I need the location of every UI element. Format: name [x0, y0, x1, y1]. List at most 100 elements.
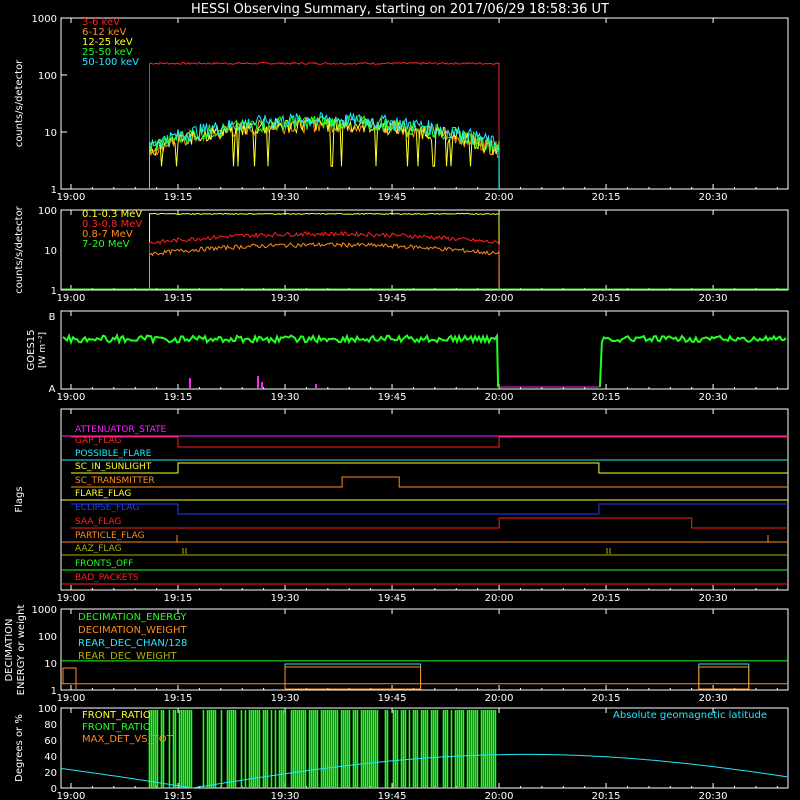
y-tick-label-4-2: 100	[38, 632, 57, 643]
flag-label-9: AAZ_FLAG	[75, 544, 122, 554]
flag-label-2: POSSIBLE_FLARE	[75, 449, 152, 459]
x-tick-label-0-5: 20:15	[592, 192, 621, 203]
flag-line-6	[71, 503, 788, 515]
series-line-1-1	[149, 230, 500, 291]
y-tick-label-0-3: 1000	[32, 14, 57, 25]
y-axis-label-4a: DECIMATION	[4, 618, 15, 681]
y-tick-label-1-1: 10	[44, 246, 57, 257]
x-tick-label-4-4: 20:00	[485, 693, 514, 704]
x-tick-label-2-5: 20:15	[592, 392, 621, 403]
rear-weight-box-1	[698, 666, 750, 690]
x-tick-label-2-1: 19:15	[164, 392, 193, 403]
x-tick-label-5-3: 19:45	[378, 791, 407, 800]
x-tick-label-0-2: 19:30	[271, 192, 300, 203]
x-tick-label-2-6: 20:30	[699, 392, 728, 403]
x-tick-label-4-2: 19:30	[271, 693, 300, 704]
legend-item-0-1: 6-12 keV	[82, 27, 126, 38]
x-tick-label-4-3: 19:45	[378, 693, 407, 704]
x-tick-label-3-4: 20:00	[485, 593, 514, 604]
rear-dec-box-1	[698, 663, 750, 690]
legend-item-1-3: 7-20 MeV	[82, 239, 130, 250]
flag-line-7	[71, 517, 788, 529]
flag-line-4	[71, 476, 788, 488]
y-tick-label-5-3: 60	[44, 736, 57, 747]
flag-label-7: SAA_FLAG	[75, 517, 121, 527]
y-tick-label-5-0: 0	[51, 784, 57, 795]
series-line-4	[149, 111, 500, 190]
x-tick-label-2-2: 19:30	[271, 392, 300, 403]
y-tick-label-0-0: 1	[51, 185, 57, 196]
x-tick-label-4-0: 19:00	[57, 693, 86, 704]
legend-item-1-0: 0.1-0.3 MeV	[82, 209, 142, 220]
y-tick-label-4-1: 10	[44, 659, 57, 670]
legend-item-4-0: DECIMATION_ENERGY	[78, 612, 187, 623]
y-tick-label-4-3: 1000	[32, 605, 57, 616]
flag-label-4: SC_TRANSMITTER	[75, 476, 155, 486]
panel-frame-4	[60, 608, 789, 691]
rear-weight-box-0	[284, 666, 422, 690]
y-axis-label-0: counts/s/detector	[14, 59, 25, 147]
y-tick-label-0-1: 10	[44, 128, 57, 139]
geomagnetic-latitude-line	[60, 753, 788, 789]
y-axis-label-4b: ENERGY or weight	[16, 605, 27, 696]
legend-item-4-3: REAR_DEC_WEIGHT	[78, 651, 177, 662]
decimation-weight-box-0	[63, 667, 77, 690]
flag-label-5: FLARE_FLAG	[75, 489, 131, 499]
series-line-2	[149, 117, 500, 190]
goes-flux-line-a	[62, 332, 500, 388]
flag-line-3	[71, 462, 788, 474]
y-tick-label-B: B	[49, 312, 56, 323]
legend-item-5-2: MAX_DET_VS_TOT	[82, 734, 174, 745]
series-line-1-0	[149, 212, 500, 291]
series-line-1-2	[149, 242, 500, 291]
x-tick-label-1-4: 20:00	[485, 293, 514, 304]
x-tick-label-5-1: 19:15	[164, 791, 193, 800]
rear-dec-box-0	[284, 663, 422, 690]
x-tick-label-5-0: 19:00	[57, 791, 86, 800]
x-tick-label-5-2: 19:30	[271, 791, 300, 800]
legend-item-1-1: 0.3-0.8 MeV	[82, 219, 142, 230]
x-tick-label-1-2: 19:30	[271, 293, 300, 304]
x-tick-label-2-4: 20:00	[485, 392, 514, 403]
flag-label-3: SC_IN_SUNLIGHT	[75, 462, 152, 472]
x-tick-label-1-1: 19:15	[164, 293, 193, 304]
y-tick-label-A: A	[49, 384, 56, 395]
x-tick-label-1-0: 19:00	[57, 293, 86, 304]
x-tick-label-5-6: 20:30	[699, 791, 728, 800]
series-line-1	[149, 116, 500, 190]
x-tick-label-1-6: 20:30	[699, 293, 728, 304]
x-tick-label-2-0: 19:00	[57, 392, 86, 403]
x-tick-label-4-5: 20:15	[592, 693, 621, 704]
flag-label-0: ATTENUATOR_STATE	[75, 425, 167, 435]
x-tick-label-4-6: 20:30	[699, 693, 728, 704]
y-tick-label-5-2: 40	[44, 752, 57, 763]
y-tick-label-5-4: 80	[44, 720, 57, 731]
series-line-3	[149, 114, 500, 190]
x-tick-label-2-3: 19:45	[378, 392, 407, 403]
y-tick-label-4-0: 1	[51, 686, 57, 697]
x-tick-label-5-5: 20:15	[592, 791, 621, 800]
x-tick-label-3-0: 19:00	[57, 593, 86, 604]
y-axis-label-3: Flags	[14, 486, 25, 512]
y-tick-label-5-5: 100	[38, 704, 57, 715]
legend-item-1-2: 0.8-7 MeV	[82, 229, 133, 240]
flag-label-10: FRONTS_OFF	[75, 559, 133, 569]
x-tick-label-5-4: 20:00	[485, 791, 514, 800]
legend-item-0-4: 50-100 keV	[82, 57, 139, 68]
x-tick-label-1-5: 20:15	[592, 293, 621, 304]
flag-label-1: GAP_FLAG	[75, 436, 121, 446]
flag-label-11: BAD_PACKETS	[75, 573, 139, 583]
legend-item-0-2: 12-25 keV	[82, 37, 133, 48]
y-axis-label-1: counts/s/detector	[14, 205, 25, 293]
panel-frame-2	[60, 310, 789, 390]
x-tick-label-3-2: 19:30	[271, 593, 300, 604]
legend-item-0-3: 25-50 keV	[82, 47, 133, 58]
legend-item-5-3: Absolute geomagnetic latitude	[613, 710, 767, 721]
y-axis-label-5: Degrees or %	[14, 714, 25, 782]
x-tick-label-0-4: 20:00	[485, 192, 514, 203]
panel-frame-5	[60, 707, 789, 789]
x-tick-label-3-1: 19:15	[164, 593, 193, 604]
y-tick-label-1-2: 100	[38, 206, 57, 217]
legend-item-0-0: 3-6 keV	[82, 17, 120, 28]
